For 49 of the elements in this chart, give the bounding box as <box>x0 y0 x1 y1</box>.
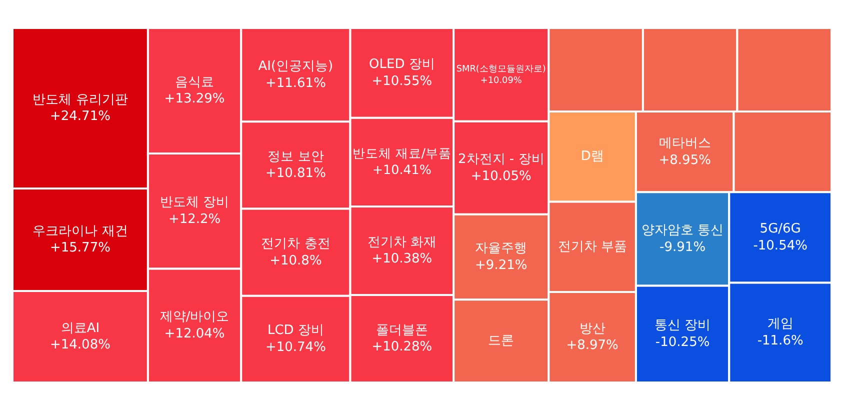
data-label: +12.2% <box>168 212 221 228</box>
data-label: +11.61% <box>265 76 326 91</box>
category-label: 의료AI <box>60 320 100 336</box>
data-label: -11.6% <box>757 334 804 349</box>
data-label: -9.91% <box>660 240 706 255</box>
data-label: +10.74% <box>265 340 326 356</box>
data-label: +10.28% <box>372 340 432 355</box>
data-label: +8.95% <box>658 152 711 168</box>
data-label: -10.54% <box>753 238 808 254</box>
category-label: D램 <box>580 149 604 164</box>
category-label: 전기차 화재 <box>367 234 436 250</box>
category-label: 2차전지 - 장비 <box>458 152 544 167</box>
category-label: 반도체 유리기판 <box>32 92 128 108</box>
category-label: SMR(소형모듈원자로) <box>456 64 546 74</box>
category-label: 폴더블폰 <box>376 322 428 338</box>
data-label: +10.38% <box>372 252 432 267</box>
data-label: +10.8% <box>270 253 322 268</box>
data-label: +15.77% <box>50 240 110 256</box>
category-label: OLED 장비 <box>369 56 435 72</box>
category-label: 방산 <box>579 321 606 336</box>
category-label: 우크라이나 재건 <box>32 224 128 239</box>
data-label: +12.04% <box>164 326 225 342</box>
data-label: +10.81% <box>265 166 326 182</box>
category-label: 반도체 장비 <box>160 195 230 210</box>
data-label: +8.97% <box>566 338 618 354</box>
data-label: +24.71% <box>50 109 110 124</box>
category-label: 음식료 <box>175 74 214 90</box>
data-label: +10.55% <box>372 74 432 89</box>
category-label: AI(인공지능) <box>258 58 334 74</box>
category-label: 자율주행 <box>475 241 528 256</box>
category-label: 전기차 부품 <box>558 239 627 254</box>
category-label: 제약/바이오 <box>160 310 230 325</box>
category-label: 메타버스 <box>658 136 711 151</box>
category-label: 전기차 충전 <box>261 236 330 252</box>
data-label: +9.21% <box>475 258 528 273</box>
category-label: 양자암호 통신 <box>641 222 724 238</box>
data-label: +10.41% <box>372 162 432 177</box>
category-label: 반도체 재료/부품 <box>352 145 452 160</box>
data-label: +10.09% <box>480 76 522 86</box>
data-label: -10.25% <box>655 335 710 350</box>
category-label: 드론 <box>488 334 514 349</box>
data-label: +10.05% <box>470 168 532 184</box>
category-label: 통신 장비 <box>654 318 711 334</box>
category-label: 정보 보안 <box>268 149 324 164</box>
category-label: 게임 <box>767 316 794 332</box>
category-label: 5G/6G <box>760 221 801 236</box>
category-label: LCD 장비 <box>267 323 324 338</box>
data-label: +13.29% <box>164 92 225 107</box>
data-label: +14.08% <box>50 338 110 353</box>
